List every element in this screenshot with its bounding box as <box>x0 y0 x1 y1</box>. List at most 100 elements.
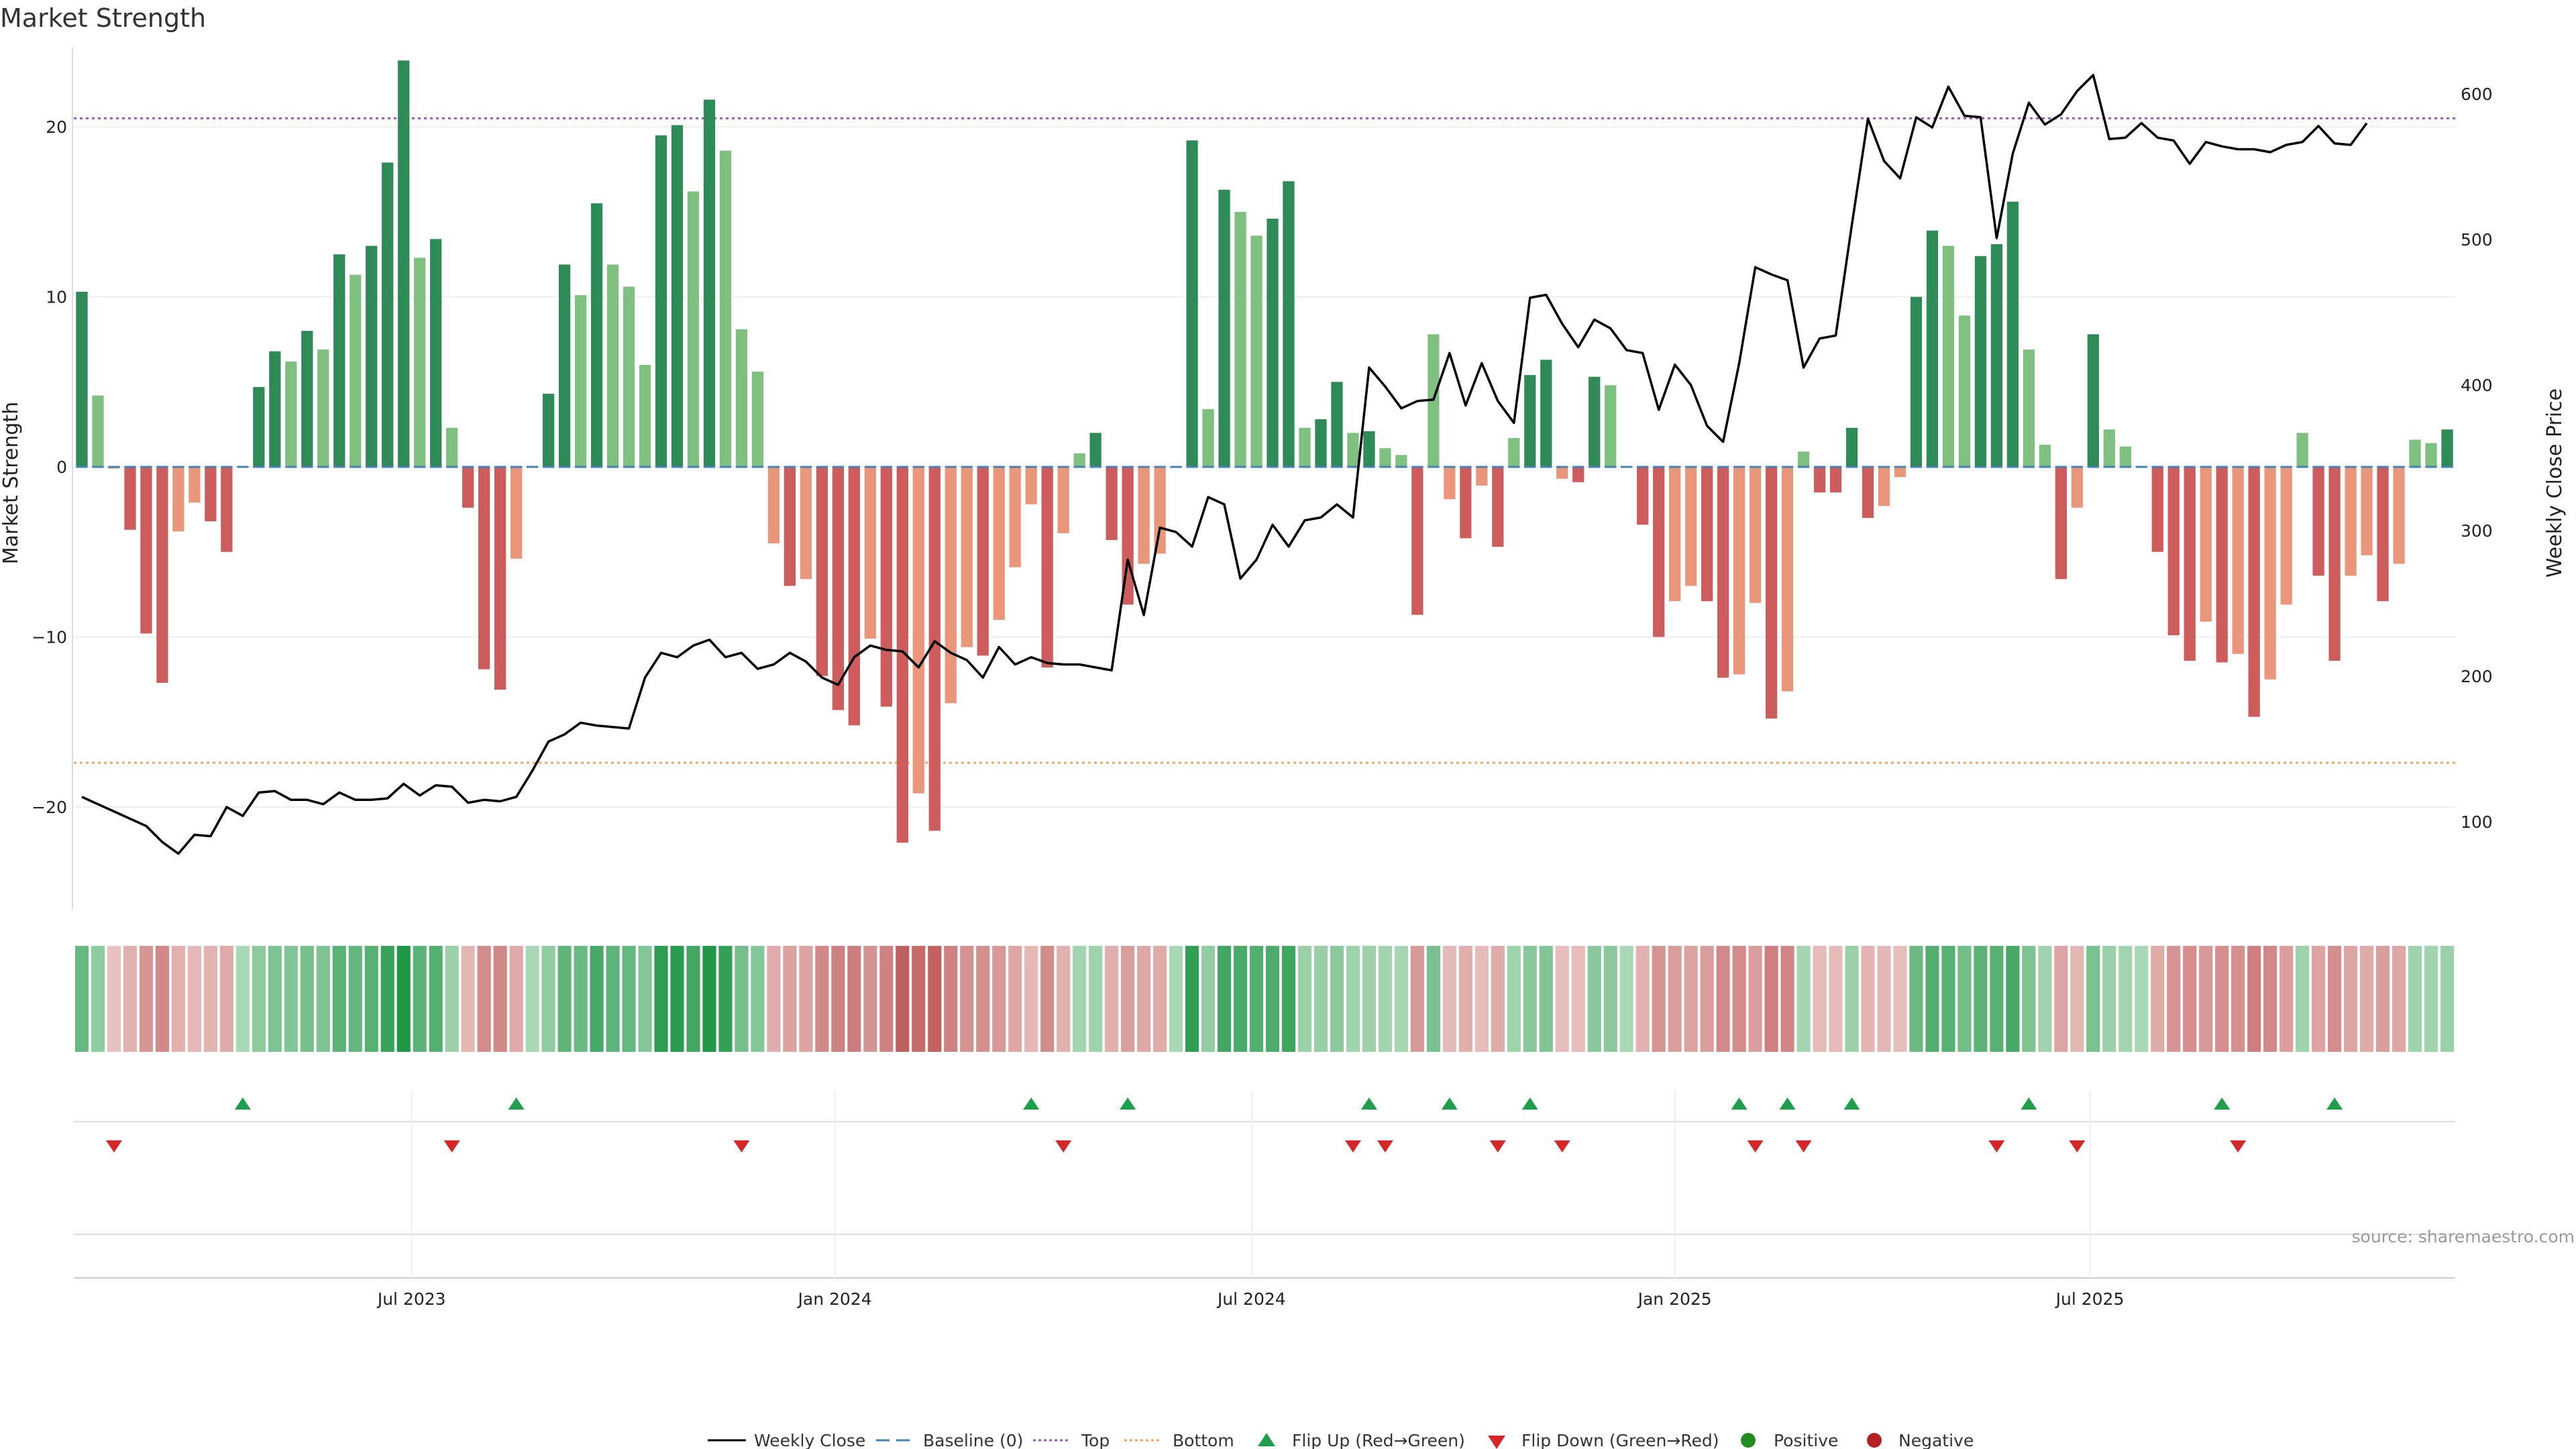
heat-cell <box>1523 946 1537 1052</box>
heat-cell <box>1410 946 1424 1052</box>
flip-down-marker <box>105 1140 122 1152</box>
heat-cell <box>155 946 169 1052</box>
heat-cell <box>252 946 266 1052</box>
heat-cell <box>1507 946 1521 1052</box>
heat-cell <box>332 946 346 1052</box>
heat-cell <box>1217 946 1232 1052</box>
flip-up-marker <box>508 1097 525 1110</box>
heat-cell <box>783 946 797 1052</box>
heat-cell <box>541 946 555 1052</box>
strength-bar <box>1669 466 1681 602</box>
heat-cell <box>2038 946 2052 1052</box>
flip-down-marker <box>1554 1140 1570 1152</box>
heat-cell <box>509 946 523 1052</box>
strength-bar <box>1411 466 1424 615</box>
flip-markers-panel <box>74 1097 2455 1152</box>
heat-cell <box>2296 946 2310 1052</box>
heat-cell <box>1652 946 1666 1052</box>
strength-bar <box>1363 431 1375 467</box>
strength-bar <box>1926 230 1939 467</box>
strength-bar <box>2023 350 2035 467</box>
weekly-close-line <box>81 74 2368 855</box>
heat-cell <box>702 946 716 1052</box>
strength-bar <box>1057 466 1069 533</box>
heat-cell <box>574 946 588 1052</box>
heat-cell <box>1169 946 1183 1052</box>
flip-down-marker <box>1344 1140 1361 1152</box>
heat-cell <box>1764 946 1778 1052</box>
strength-bar <box>76 291 88 467</box>
heat-cell <box>1603 946 1617 1052</box>
heat-cell <box>268 946 282 1052</box>
strength-bar <box>1025 466 1037 504</box>
strength-bar <box>1910 297 1923 467</box>
strength-bar <box>993 466 1005 621</box>
left-axis-ticks: −20 −10 0 10 20 <box>32 117 67 817</box>
legend-negative-icon <box>1867 1433 1882 1448</box>
heat-cell <box>525 946 539 1052</box>
legend-flip-up-icon <box>1258 1433 1275 1446</box>
heat-cell <box>1861 946 1875 1052</box>
flip-up-marker <box>1521 1097 1538 1110</box>
strength-heat-strip <box>74 946 2455 1052</box>
strength-bar <box>1862 466 1874 519</box>
heat-cell <box>1893 946 1907 1052</box>
heat-cell <box>1153 946 1167 1052</box>
strength-bar <box>1218 189 1230 467</box>
heat-cell <box>1587 946 1601 1052</box>
heat-cell <box>960 946 974 1052</box>
strength-bar <box>462 466 474 508</box>
heat-cell <box>1555 946 1569 1052</box>
heat-cell <box>622 946 636 1052</box>
strength-bar <box>2409 439 2421 467</box>
strength-bar <box>446 427 458 467</box>
strength-bar <box>2361 466 2373 555</box>
heat-cell <box>1571 946 1585 1052</box>
heat-cell <box>799 946 813 1052</box>
heat-cell <box>187 946 201 1052</box>
strength-bar <box>430 239 442 467</box>
strength-bar <box>1878 466 1890 506</box>
heat-cell <box>686 946 700 1052</box>
heat-cell <box>1297 946 1312 1052</box>
heat-cell <box>976 946 990 1052</box>
strength-bar <box>2377 466 2389 602</box>
flip-down-marker <box>2069 1140 2086 1152</box>
strength-bar <box>317 350 329 467</box>
strength-bar <box>382 162 394 467</box>
strength-bar <box>1797 451 1810 467</box>
strength-bar <box>767 466 780 544</box>
strength-bar <box>1974 256 1987 467</box>
heat-cell <box>992 946 1006 1052</box>
strength-bar <box>703 99 716 467</box>
strength-bar <box>655 135 667 467</box>
heat-cell <box>606 946 620 1052</box>
x-tick-label: Jul 2023 <box>376 1289 446 1309</box>
left-axis-label: Market Strength <box>0 402 23 564</box>
heat-cell <box>380 946 394 1052</box>
strength-bar <box>2151 466 2163 552</box>
legend-baseline-label: Baseline (0) <box>923 1431 1023 1449</box>
strength-bar <box>945 466 957 704</box>
heat-cell <box>767 946 781 1052</box>
heat-cell <box>1716 946 1730 1052</box>
strength-bar <box>301 331 313 467</box>
heat-cell <box>1249 946 1264 1052</box>
strength-bar <box>1331 382 1343 467</box>
heat-cell <box>863 946 877 1052</box>
heat-cell <box>1394 946 1408 1052</box>
flip-down-marker <box>733 1140 750 1152</box>
strength-bar <box>189 466 201 503</box>
chart-title: Market Strength <box>0 3 206 33</box>
heat-cell <box>654 946 668 1052</box>
legend-positive-icon <box>1741 1433 1756 1448</box>
heat-cell <box>1877 946 1891 1052</box>
strength-bar <box>221 466 233 552</box>
strength-bar <box>961 466 973 647</box>
heat-cell <box>1233 946 1248 1052</box>
strength-bar <box>880 466 892 707</box>
left-tick-label: −10 <box>32 627 67 647</box>
heat-cell <box>1491 946 1505 1052</box>
flip-up-marker <box>1023 1097 1040 1110</box>
strength-bar <box>2393 466 2405 564</box>
